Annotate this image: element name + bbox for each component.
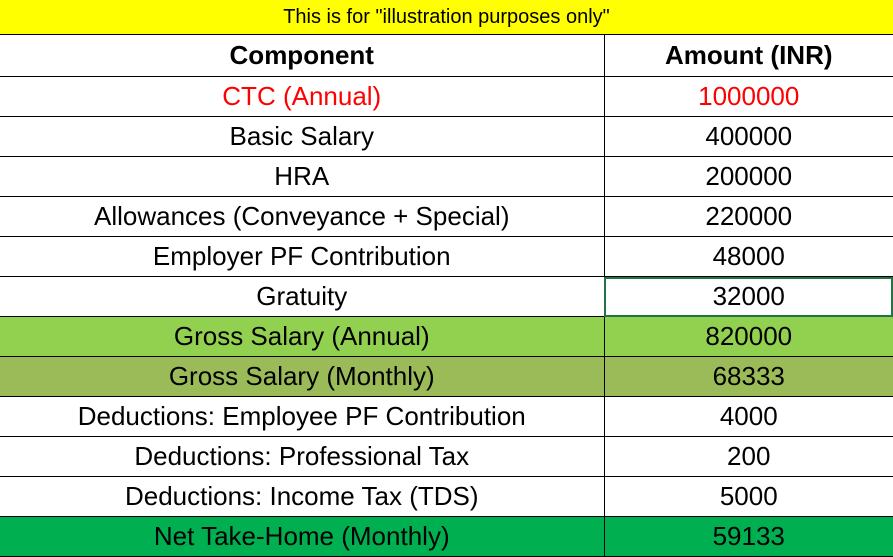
amount-cell[interactable]: 4000 [604, 396, 893, 437]
amount-cell[interactable]: 220000 [604, 196, 893, 237]
amount-cell[interactable]: 5000 [604, 476, 893, 517]
component-cell[interactable]: HRA [0, 156, 605, 197]
table-row-employer-pf: Employer PF Contribution 48000 [0, 236, 893, 277]
component-cell[interactable]: Net Take-Home (Monthly) [0, 516, 605, 557]
table-row-basic-salary: Basic Salary 400000 [0, 116, 893, 157]
amount-cell[interactable]: 48000 [604, 236, 893, 277]
header-component[interactable]: Component [0, 35, 605, 77]
table-row-gross-annual: Gross Salary (Annual) 820000 [0, 316, 893, 357]
component-cell[interactable]: Deductions: Employee PF Contribution [0, 396, 605, 437]
component-cell[interactable]: Employer PF Contribution [0, 236, 605, 277]
table-row-income-tax: Deductions: Income Tax (TDS) 5000 [0, 476, 893, 517]
component-cell[interactable]: Deductions: Professional Tax [0, 436, 605, 477]
component-cell[interactable]: CTC (Annual) [0, 76, 605, 117]
amount-cell[interactable]: 68333 [604, 356, 893, 397]
amount-cell[interactable]: 200 [604, 436, 893, 477]
table-row-employee-pf: Deductions: Employee PF Contribution 400… [0, 396, 893, 437]
table-row-net-take-home: Net Take-Home (Monthly) 59133 [0, 516, 893, 557]
table-row-allowances: Allowances (Conveyance + Special) 220000 [0, 196, 893, 237]
table-row-hra: HRA 200000 [0, 156, 893, 197]
amount-cell[interactable]: 820000 [604, 316, 893, 357]
amount-cell[interactable]: 59133 [604, 516, 893, 557]
selected-amount-cell[interactable]: 32000 [604, 276, 893, 317]
component-cell[interactable]: Allowances (Conveyance + Special) [0, 196, 605, 237]
table-row-gross-monthly: Gross Salary (Monthly) 68333 [0, 356, 893, 397]
amount-cell[interactable]: 400000 [604, 116, 893, 157]
component-cell[interactable]: Deductions: Income Tax (TDS) [0, 476, 605, 517]
amount-cell[interactable]: 200000 [604, 156, 893, 197]
component-cell[interactable]: Gross Salary (Monthly) [0, 356, 605, 397]
table-row-ctc: CTC (Annual) 1000000 [0, 76, 893, 117]
table-row-professional-tax: Deductions: Professional Tax 200 [0, 436, 893, 477]
component-cell[interactable]: Basic Salary [0, 116, 605, 157]
disclaimer-banner[interactable]: This is for "illustration purposes only" [0, 0, 893, 35]
header-amount[interactable]: Amount (INR) [604, 35, 893, 77]
amount-cell[interactable]: 1000000 [604, 76, 893, 117]
table-row-gratuity: Gratuity 32000 [0, 276, 893, 317]
component-cell[interactable]: Gross Salary (Annual) [0, 316, 605, 357]
header-row: Component Amount (INR) [0, 35, 893, 77]
component-cell[interactable]: Gratuity [0, 276, 605, 317]
salary-table: Component Amount (INR) CTC (Annual) 1000… [0, 35, 893, 557]
